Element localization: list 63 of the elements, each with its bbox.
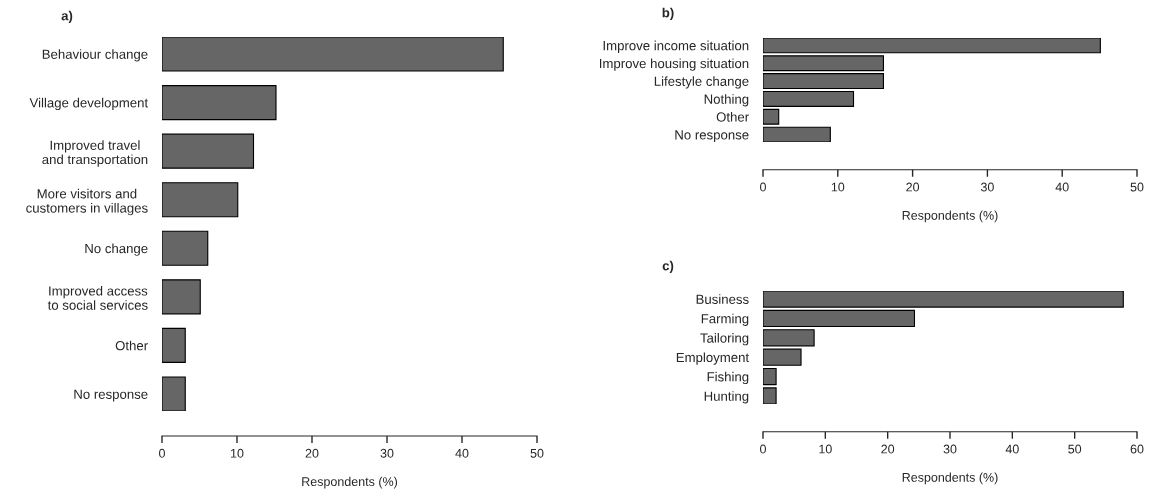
y-tick-label: Improved travel and transportation	[42, 140, 148, 167]
bar	[763, 108, 780, 125]
bar	[162, 182, 239, 218]
y-tick-label: Lifestyle change	[654, 76, 749, 89]
bar	[763, 90, 855, 107]
x-tick-label: 50	[530, 448, 544, 458]
x-tick-label: 20	[906, 182, 920, 192]
bar	[763, 38, 1101, 54]
x-tick-label: 40	[1005, 444, 1019, 454]
y-tick-label: Village development	[29, 97, 149, 111]
bar	[763, 387, 777, 404]
chart-title: a)	[61, 10, 73, 23]
bar	[763, 291, 1124, 308]
chart-title: b)	[662, 7, 674, 20]
y-tick-label: More visitors and customers in villages	[26, 188, 148, 216]
x-tick-label: 0	[159, 448, 165, 458]
bar	[763, 309, 916, 328]
x-tick-label: 50	[1068, 444, 1082, 454]
y-tick-label: Employment	[676, 352, 750, 365]
y-tick-label: No response	[74, 389, 148, 402]
bar	[162, 133, 255, 169]
x-axis-title: Respondents (%)	[902, 472, 998, 485]
bar	[162, 37, 504, 72]
y-tick-label: Improve income situation	[603, 40, 749, 53]
x-tick-label: 40	[1055, 182, 1069, 192]
y-tick-label: Fishing	[707, 371, 749, 385]
y-tick-label: Business	[696, 294, 749, 304]
bar	[162, 230, 209, 266]
chart-title: c)	[662, 260, 674, 273]
y-tick-label: Hunting	[704, 391, 749, 404]
x-axis-title: Respondents (%)	[302, 476, 398, 489]
y-tick-label: No change	[85, 243, 148, 256]
bar	[162, 279, 201, 315]
x-tick-label: 40	[455, 448, 469, 458]
y-tick-label: Behaviour change	[42, 49, 148, 62]
bar	[162, 376, 186, 411]
x-tick-label: 30	[943, 444, 957, 454]
y-tick-label: No response	[675, 130, 749, 143]
bar	[763, 73, 884, 90]
x-tick-label: 50	[1130, 182, 1144, 192]
bar	[763, 126, 831, 142]
bar	[763, 55, 884, 72]
x-tick-label: 10	[231, 448, 244, 458]
x-tick-label: 60	[1130, 444, 1144, 454]
y-tick-label: Tailoring	[700, 333, 749, 346]
y-tick-label: Other	[716, 111, 749, 122]
bar	[162, 85, 277, 121]
x-tick-label: 30	[980, 182, 994, 192]
y-tick-label: Other	[115, 340, 148, 351]
x-tick-label: 0	[760, 444, 766, 454]
y-tick-label: Farming	[701, 313, 749, 326]
x-tick-label: 10	[819, 444, 832, 454]
x-tick-label: 20	[881, 444, 895, 454]
x-axis-title: Respondents (%)	[902, 210, 998, 223]
x-tick-label: 0	[760, 182, 766, 192]
bar	[763, 367, 777, 386]
y-tick-label: Improve housing situation	[599, 58, 749, 71]
y-tick-label: Improved access to social services	[47, 285, 148, 310]
x-tick-label: 10	[831, 182, 845, 192]
bar	[162, 327, 186, 363]
x-tick-label: 30	[380, 448, 394, 458]
y-tick-label: Nothing	[704, 94, 749, 107]
x-tick-label: 20	[305, 448, 319, 458]
